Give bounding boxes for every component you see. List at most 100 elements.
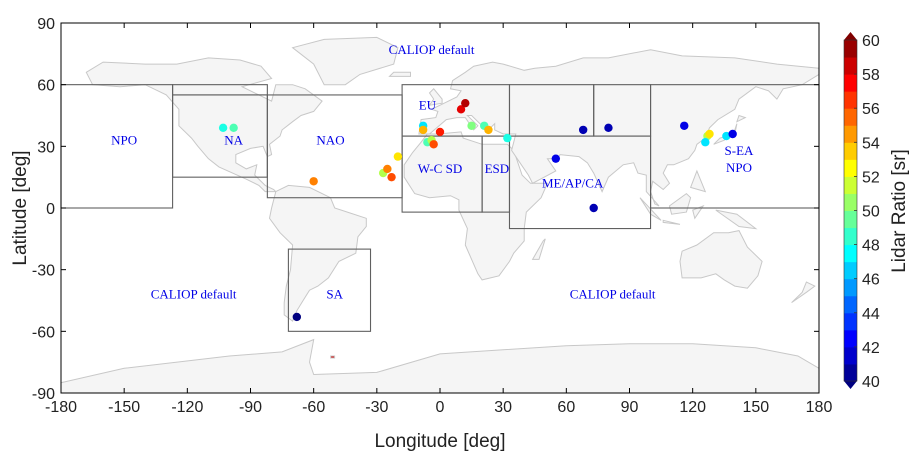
region-label-meapca: ME/AP/CA (542, 175, 604, 190)
colorbar-segment (844, 329, 857, 348)
station-points (218, 98, 737, 322)
colorbar-tick-label: 52 (862, 169, 880, 186)
continent-shape (291, 36, 399, 86)
x-tick-label: 0 (436, 399, 445, 416)
caliop-default-label: CALIOP default (151, 286, 237, 301)
region-label-seanpo: S-EA NPO (725, 143, 755, 175)
colorbar-tick-label: 54 (862, 135, 880, 152)
colorbar-top-arrow (844, 32, 857, 40)
continent-shape (61, 338, 819, 393)
colorbar-title: Lidar Ratio [sr] (889, 149, 910, 273)
continent-shape (715, 209, 758, 230)
continent-outlines (61, 36, 819, 393)
station-point (484, 125, 493, 135)
continent-shape (85, 57, 323, 193)
colorbar-segment (844, 363, 857, 382)
x-axis-title: Longitude [deg] (374, 431, 505, 452)
y-tick-label: -90 (32, 386, 55, 403)
x-tick-label: -60 (302, 399, 325, 416)
colorbar-segment (844, 193, 857, 211)
colorbar-tick-label: 46 (862, 272, 880, 289)
continent-shape (531, 238, 546, 260)
x-tick-label: 180 (806, 399, 833, 416)
station-point (435, 127, 445, 137)
region-label-esd: ESD (485, 161, 510, 176)
region-label-sa: SA (326, 286, 343, 301)
colorbar-tick-label: 58 (862, 67, 880, 84)
region-box-outline (172, 84, 268, 96)
x-tick-label: -150 (108, 399, 140, 416)
station-point (218, 123, 228, 133)
continent-shape (403, 131, 549, 281)
station-point (705, 129, 714, 139)
colorbar-tick-label: 40 (862, 374, 880, 391)
colorbar-segment (844, 261, 857, 280)
colorbar (843, 32, 858, 389)
x-axis-ticks: -180 -150 -120 -90 -60 -30 0 30 60 90 120 150 180 (45, 23, 832, 416)
x-tick-label: 150 (742, 399, 769, 416)
colorbar-segment (844, 244, 857, 263)
colorbar-tick-label: 48 (862, 238, 880, 255)
continent-shape (662, 219, 681, 225)
station-point (383, 164, 392, 174)
colorbar-segment (844, 295, 857, 314)
region-label-eu: EU (419, 97, 437, 112)
station-point (229, 123, 238, 133)
x-tick-label: -120 (171, 399, 203, 416)
station-point (722, 131, 731, 141)
station-point (467, 121, 476, 130)
station-point (309, 177, 318, 186)
continent-shape (689, 169, 707, 193)
colorbar-segment (844, 210, 857, 229)
colorbar-segment (844, 159, 857, 177)
x-tick-label: 120 (679, 399, 706, 416)
colorbar-tick-label: 50 (862, 204, 880, 221)
colorbar-tick-label: 60 (862, 33, 880, 50)
region-label-na: NA (224, 132, 243, 147)
colorbar-segment (844, 176, 857, 194)
station-point (387, 172, 396, 182)
station-point (393, 152, 403, 161)
colorbar-segment (844, 312, 857, 331)
x-tick-label: -30 (365, 399, 388, 416)
colorbar-tick-label: 56 (862, 101, 880, 118)
colorbar-segment (844, 227, 857, 246)
region-label-nao: NAO (316, 132, 344, 147)
colorbar-segment (844, 40, 857, 58)
continent-shape (791, 281, 816, 304)
colorbar-segment (844, 57, 857, 75)
y-tick-label: 60 (37, 78, 55, 95)
station-point (728, 129, 737, 139)
y-axis-title: Latitude [deg] (10, 150, 31, 265)
station-point (680, 121, 689, 130)
continent-shape (388, 71, 411, 77)
y-tick-label: 30 (37, 139, 55, 156)
colorbar-segment (844, 91, 857, 109)
station-point (418, 125, 428, 135)
small-red-marker (330, 355, 336, 359)
colorbar-segment (844, 108, 857, 126)
x-tick-label: -180 (45, 399, 77, 416)
region-label-wcsd: W-C SD (418, 161, 462, 176)
region-labels: NPO NA NAO EU W-C SD ESD ME/AP/CA S-EA NPO SA CALI… (111, 42, 754, 302)
colorbar-tick-label: 44 (862, 306, 880, 323)
caliop-default-label: CALIOP default (389, 42, 475, 57)
y-tick-label: 0 (46, 201, 55, 218)
y-tick-label: 90 (37, 16, 55, 33)
region-box-outline (593, 84, 652, 137)
station-point (589, 203, 598, 213)
colorbar-segment (844, 346, 857, 365)
caliop-default-label: CALIOP default (570, 286, 656, 301)
colorbar-segment (844, 74, 857, 92)
colorbar-bottom-arrow (844, 381, 857, 389)
x-tick-label: 30 (494, 399, 512, 416)
continent-shape (428, 88, 443, 106)
y-tick-label: -30 (32, 263, 55, 280)
colorbar-segment (844, 125, 857, 143)
station-point (578, 125, 588, 135)
x-tick-label: -90 (239, 399, 262, 416)
y-axis-ticks: -90 -60 -30 0 30 60 90 (32, 16, 819, 403)
region-box-sa (287, 248, 372, 332)
station-point (461, 98, 470, 108)
